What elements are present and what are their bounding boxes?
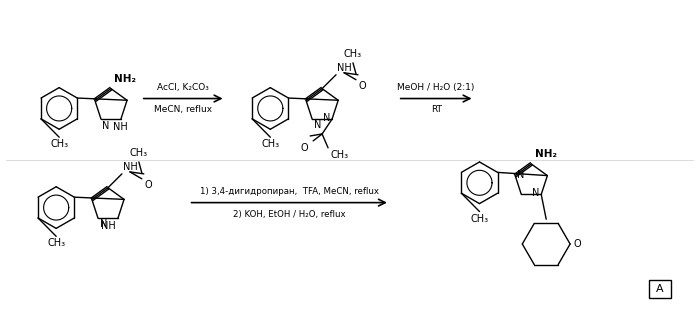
Text: CH₃: CH₃ [261,139,280,149]
Text: N: N [532,189,539,198]
Text: O: O [573,239,581,249]
Text: 1) 3,4-дигидропиран,  TFA, MeCN, reflux: 1) 3,4-дигидропиран, TFA, MeCN, reflux [200,187,379,196]
Text: CH₃: CH₃ [130,148,148,158]
Text: CH₃: CH₃ [47,238,65,248]
Text: NH₂: NH₂ [114,74,136,84]
Text: NH: NH [337,63,352,73]
Text: O: O [301,143,308,153]
Text: CH₃: CH₃ [50,139,69,149]
Text: NH₂: NH₂ [535,149,557,159]
Text: NH: NH [113,122,127,132]
Text: O: O [359,81,366,91]
Text: 2) KOH, EtOH / H₂O, reflux: 2) KOH, EtOH / H₂O, reflux [233,210,345,218]
Text: CH₃: CH₃ [344,49,362,59]
Text: N: N [314,120,322,130]
Text: N: N [102,121,109,131]
Text: A: A [656,284,663,294]
Text: N: N [517,169,524,180]
Text: AcCl, K₂CO₃: AcCl, K₂CO₃ [157,83,209,92]
Text: MeCN, reflux: MeCN, reflux [154,106,212,114]
Text: CH₃: CH₃ [470,213,489,224]
Text: CH₃: CH₃ [330,150,348,160]
Text: RT: RT [431,106,442,114]
Bar [649,280,671,298]
Text: NH: NH [123,162,138,172]
Text: N: N [100,219,108,229]
Text: MeOH / H₂O (2:1): MeOH / H₂O (2:1) [398,83,475,92]
Text: N: N [323,113,330,123]
Text: NH: NH [101,221,116,231]
Text: O: O [145,180,152,190]
